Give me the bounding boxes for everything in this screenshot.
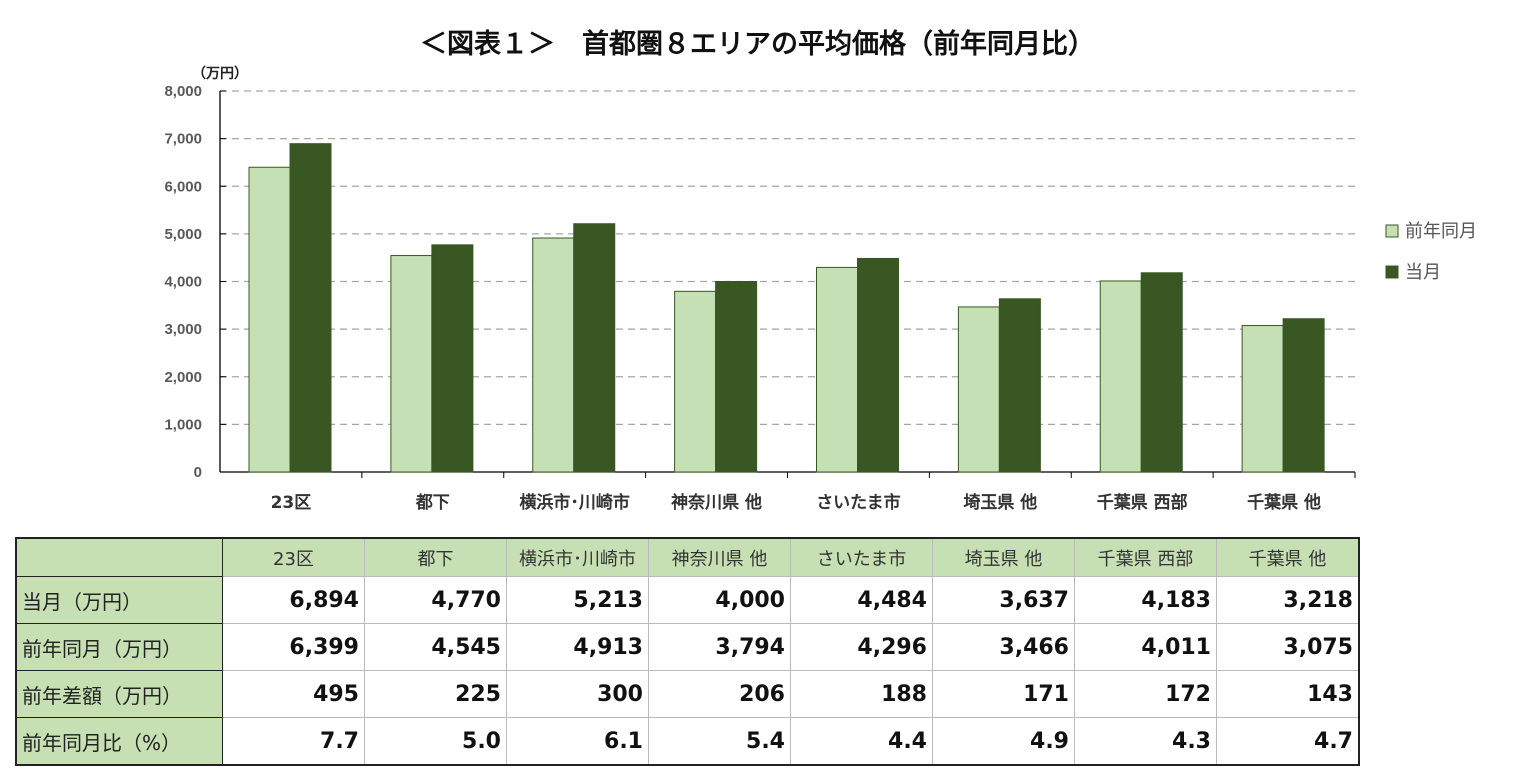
- column-header: 23区: [222, 537, 365, 577]
- column-header: さいたま市: [790, 537, 933, 577]
- x-tick-label: 都下: [415, 492, 450, 513]
- table-cell: 3,794: [648, 623, 791, 671]
- table-cell: 6,894: [222, 576, 365, 624]
- legend-label: 前年同月: [1405, 221, 1477, 242]
- table-cell: 172: [1074, 670, 1217, 718]
- bar-current: [573, 223, 616, 473]
- y-tick-label: 4,000: [164, 274, 202, 291]
- y-tick-label: 6,000: [164, 178, 202, 195]
- table-cell: 6.1: [506, 717, 649, 766]
- column-header: 埼玉県 他: [932, 537, 1075, 577]
- bar-current: [998, 298, 1041, 473]
- bar-current: [1140, 272, 1183, 473]
- bar-prev-year: [248, 166, 291, 473]
- x-tick-label: さいたま市: [816, 492, 901, 513]
- table-cell: 4,183: [1074, 576, 1217, 624]
- bar-prev-year: [674, 290, 717, 473]
- table-cell: 4.4: [790, 717, 933, 766]
- bar-prev-year: [532, 237, 575, 473]
- y-tick-label: 7,000: [164, 131, 202, 148]
- bar-prev-year: [957, 306, 1000, 473]
- y-tick-label: 0: [194, 464, 202, 481]
- table-cell: 3,466: [932, 623, 1075, 671]
- column-header: 神奈川県 他: [648, 537, 791, 577]
- bar-prev-year: [1099, 280, 1142, 473]
- x-tick-label: 埼玉県 他: [963, 492, 1037, 513]
- table-cell: 4,913: [506, 623, 649, 671]
- table-cell: 143: [1216, 670, 1360, 718]
- y-tick-label: 5,000: [164, 226, 202, 243]
- legend-swatch: [1385, 265, 1399, 279]
- table-row: 前年差額（万円） 495 225 300 206 188 171 172 143: [15, 670, 1360, 718]
- table-cell: 206: [648, 670, 791, 718]
- column-header: 都下: [364, 537, 507, 577]
- column-header: 千葉県 他: [1216, 537, 1360, 577]
- table-cell: 4,484: [790, 576, 933, 624]
- y-tick-label: 2,000: [164, 369, 202, 386]
- table-cell: 4.3: [1074, 717, 1217, 766]
- table-cell: 3,075: [1216, 623, 1360, 671]
- table-row: 当月（万円） 6,894 4,770 5,213 4,000 4,484 3,637 4,18…: [15, 576, 1360, 624]
- table-cell: 4,011: [1074, 623, 1217, 671]
- table-cell: 3,218: [1216, 576, 1360, 624]
- table-cell: 7.7: [222, 717, 365, 766]
- legend-swatch: [1385, 224, 1399, 238]
- y-tick-label: 8,000: [164, 83, 202, 100]
- table-cell: 4,000: [648, 576, 791, 624]
- corner-cell: [15, 537, 223, 577]
- row-header: 前年同月（万円）: [15, 623, 223, 671]
- table-cell: 3,637: [932, 576, 1075, 624]
- x-tick-label: 横浜市･川崎市: [519, 492, 630, 513]
- table-row: 前年同月（万円） 6,399 4,545 4,913 3,794 4,296 3,466 4,…: [15, 623, 1360, 671]
- column-header: 千葉県 西部: [1074, 537, 1217, 577]
- table-cell: 225: [364, 670, 507, 718]
- bar-prev-year: [816, 266, 858, 473]
- bar-current: [1282, 318, 1325, 473]
- y-tick-label: 1,000: [164, 416, 202, 433]
- x-tick-label: 千葉県 他: [1247, 492, 1321, 513]
- table-cell: 300: [506, 670, 649, 718]
- x-tick-label: 千葉県 西部: [1097, 492, 1188, 513]
- table-cell: 4,770: [364, 576, 507, 624]
- bar-chart: 0 1,000 2,000 3,000 4,000 5,000 6,000 7,000 8,00…: [164, 66, 1477, 513]
- table-cell: 4.9: [932, 717, 1075, 766]
- row-header: 当月（万円）: [15, 576, 223, 624]
- table-cell: 495: [222, 670, 365, 718]
- table-cell: 5.0: [364, 717, 507, 766]
- table-cell: 5.4: [648, 717, 791, 766]
- bar-current: [715, 281, 758, 473]
- bar-current: [431, 244, 474, 473]
- y-axis-unit: （万円）: [192, 66, 248, 82]
- table-cell: 4.7: [1216, 717, 1360, 766]
- table-row: 前年同月比（%） 7.7 5.0 6.1 5.4 4.4 4.9 4.3 4.7: [15, 717, 1360, 766]
- table-cell: 188: [790, 670, 933, 718]
- row-header: 前年差額（万円）: [15, 670, 223, 718]
- chart-title: ＜図表１＞ 首都圏８エリアの平均価格（前年同月比）: [420, 29, 1095, 60]
- table-cell: 4,545: [364, 623, 507, 671]
- table-cell: 6,399: [222, 623, 365, 671]
- bar-prev-year: [1241, 325, 1284, 473]
- x-tick-label: 神奈川県 他: [671, 492, 762, 513]
- column-header: 横浜市･川崎市: [506, 537, 649, 577]
- x-tick-label: 23区: [271, 493, 312, 513]
- table-header-row: 23区 都下 横浜市･川崎市 神奈川県 他さいたま市 埼玉県 他千葉県 西部 千葉県 他: [15, 537, 1360, 577]
- table-cell: 5,213: [506, 576, 649, 624]
- row-header: 前年同月比（%）: [15, 717, 223, 766]
- y-tick-label: 3,000: [164, 321, 202, 338]
- bar-current: [857, 257, 899, 473]
- legend-label: 当月: [1405, 262, 1441, 283]
- table-cell: 171: [932, 670, 1075, 718]
- bar-prev-year: [390, 255, 433, 473]
- data-table: 23区 都下 横浜市･川崎市 神奈川県 他さいたま市 埼玉県 他千葉県 西部 千葉県 他当…: [15, 537, 1360, 766]
- bar-current: [289, 143, 332, 473]
- table-cell: 4,296: [790, 623, 933, 671]
